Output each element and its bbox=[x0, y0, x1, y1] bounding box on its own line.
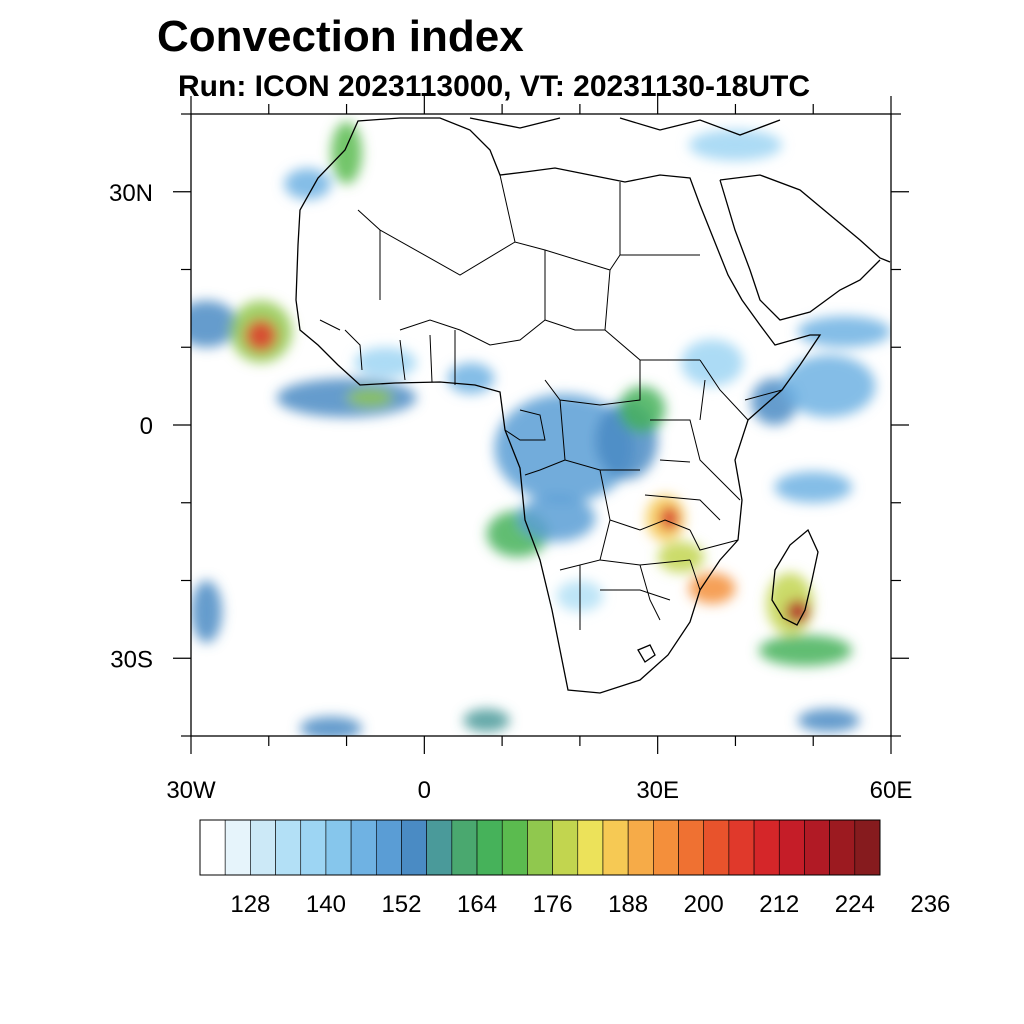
convection-cell bbox=[191, 300, 238, 348]
x-tick-label: 0 bbox=[418, 777, 431, 804]
arabia-coastline bbox=[719, 174, 891, 321]
colorbar-swatch bbox=[451, 819, 478, 876]
convection-cell bbox=[688, 572, 736, 604]
convection-cell bbox=[276, 378, 417, 418]
colorbar-swatch bbox=[678, 819, 705, 876]
colorbar-swatch bbox=[325, 819, 352, 876]
europe-coastline bbox=[469, 117, 781, 136]
colorbar-swatch bbox=[653, 819, 679, 876]
colorbar-label: 236 bbox=[910, 891, 950, 918]
convection-cell bbox=[517, 494, 596, 542]
colorbar-swatch bbox=[829, 819, 856, 876]
colorbar-swatch bbox=[703, 819, 730, 876]
colorbar-label: 188 bbox=[608, 891, 648, 918]
convection-cell bbox=[786, 599, 810, 624]
colorbar-swatch bbox=[753, 819, 780, 876]
colorbar-label: 140 bbox=[306, 891, 346, 918]
colorbar-swatch bbox=[501, 819, 528, 876]
convection-cell bbox=[774, 471, 853, 503]
colorbar-swatch bbox=[250, 819, 276, 876]
colorbar bbox=[199, 819, 881, 876]
page-title: Convection index bbox=[157, 12, 524, 61]
colorbar-label: 200 bbox=[684, 891, 724, 918]
x-tick-label: 60E bbox=[870, 777, 913, 804]
convection-cell bbox=[447, 362, 495, 394]
convection-cell bbox=[688, 129, 783, 161]
colorbar-swatch bbox=[577, 819, 604, 876]
colorbar-label: 164 bbox=[457, 891, 497, 918]
convection-cell bbox=[346, 388, 394, 408]
convection-cell bbox=[331, 121, 363, 184]
convection-cell bbox=[354, 347, 417, 379]
convection-cell bbox=[191, 580, 223, 643]
y-tick-label: 30S bbox=[110, 646, 153, 673]
colorbar-label: 224 bbox=[835, 891, 875, 918]
colorbar-swatch bbox=[804, 819, 830, 876]
page-subtitle: Run: ICON 2023113000, VT: 20231130-18UTC bbox=[178, 70, 811, 103]
colorbar-swatch bbox=[527, 819, 553, 876]
colorbar-swatch bbox=[199, 819, 226, 876]
convection-field bbox=[191, 121, 891, 736]
colorbar-swatch bbox=[627, 819, 654, 876]
colorbar-label: 176 bbox=[533, 891, 573, 918]
country-borders bbox=[319, 174, 783, 630]
convection-cell bbox=[463, 708, 510, 733]
colorbar-label: 212 bbox=[759, 891, 799, 918]
colorbar-swatch bbox=[300, 819, 327, 876]
coastlines bbox=[295, 117, 891, 694]
colorbar-swatch bbox=[778, 819, 805, 876]
convection-cell bbox=[245, 320, 277, 352]
convection-cell bbox=[681, 339, 744, 387]
axis-ticks bbox=[173, 96, 909, 754]
y-tick-label: 30N bbox=[109, 180, 153, 207]
lesotho-border bbox=[637, 644, 656, 663]
colorbar-swatch bbox=[350, 819, 377, 876]
colorbar-swatch bbox=[854, 819, 881, 876]
colorbar-frame bbox=[199, 819, 881, 876]
colorbar-label: 152 bbox=[381, 891, 421, 918]
colorbar-swatch bbox=[375, 819, 402, 876]
madagascar-coastline bbox=[771, 528, 819, 626]
plot-area bbox=[191, 114, 891, 736]
colorbar-swatch bbox=[275, 819, 302, 876]
x-tick-label: 30W bbox=[166, 777, 216, 804]
colorbar-swatch bbox=[602, 819, 629, 876]
colorbar-swatch bbox=[224, 819, 251, 876]
africa-coastline bbox=[295, 117, 822, 694]
colorbar-swatch bbox=[401, 819, 427, 876]
convection-cell bbox=[284, 168, 331, 200]
colorbar-label: 128 bbox=[230, 891, 270, 918]
convection-cell bbox=[782, 355, 876, 418]
colorbar-swatch bbox=[476, 819, 503, 876]
convection-cell bbox=[299, 716, 363, 736]
axis-tick-labels: 30N 0 30S 30W 0 30E 60E bbox=[109, 180, 912, 804]
x-tick-label: 30E bbox=[636, 777, 679, 804]
colorbar-labels: 128 140 152 164 176 188 200 212 224 236 bbox=[230, 891, 950, 918]
convection-cell bbox=[758, 634, 853, 667]
colorbar-swatch bbox=[426, 819, 453, 876]
y-tick-label: 0 bbox=[140, 413, 153, 440]
convection-cell bbox=[660, 506, 679, 530]
colorbar-swatch bbox=[728, 819, 755, 876]
convection-cell bbox=[797, 316, 891, 348]
convection-cell bbox=[657, 541, 705, 573]
convection-cell bbox=[618, 386, 666, 433]
colorbar-swatch bbox=[552, 819, 579, 876]
convection-cell bbox=[797, 708, 860, 733]
